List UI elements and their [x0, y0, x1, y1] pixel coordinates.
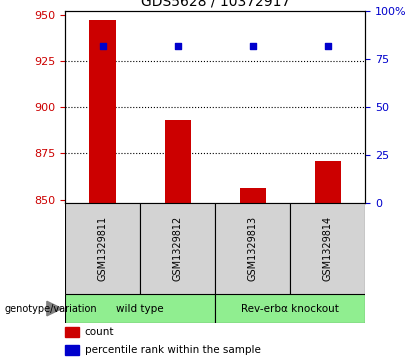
Text: GSM1329811: GSM1329811 — [97, 216, 108, 281]
Text: genotype/variation: genotype/variation — [4, 303, 97, 314]
Text: GSM1329813: GSM1329813 — [248, 216, 258, 281]
Bar — [65, 327, 79, 337]
Bar — [315, 161, 341, 203]
Text: GSM1329814: GSM1329814 — [323, 216, 333, 281]
Bar — [165, 120, 191, 203]
Point — [249, 42, 256, 48]
Polygon shape — [47, 301, 62, 316]
Bar — [65, 345, 79, 355]
Bar — [215, 294, 365, 323]
Point — [99, 42, 106, 48]
Bar — [240, 188, 266, 203]
Text: percentile rank within the sample: percentile rank within the sample — [84, 345, 260, 355]
Title: GDS5628 / 10372917: GDS5628 / 10372917 — [141, 0, 290, 8]
Bar — [65, 203, 140, 294]
Text: GSM1329812: GSM1329812 — [173, 216, 183, 281]
Bar — [290, 203, 365, 294]
Point — [325, 42, 331, 48]
Text: count: count — [84, 327, 114, 337]
Text: wild type: wild type — [116, 303, 164, 314]
Bar — [215, 203, 290, 294]
Bar — [65, 294, 215, 323]
Text: Rev-erbα knockout: Rev-erbα knockout — [241, 303, 339, 314]
Bar — [89, 20, 116, 203]
Bar — [140, 203, 215, 294]
Point — [174, 42, 181, 48]
